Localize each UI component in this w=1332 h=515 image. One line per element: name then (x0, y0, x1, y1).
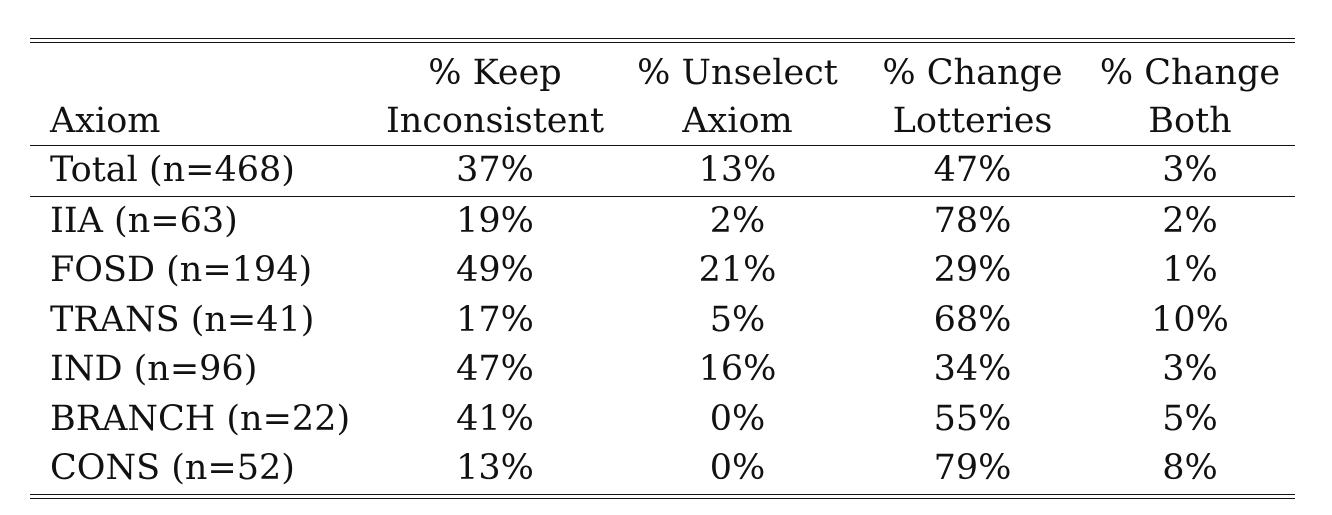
top-double-rule (30, 38, 1295, 43)
header-rule (30, 145, 1295, 146)
row-keep: 19% (456, 200, 534, 241)
row-axiom: IND (n=96) (50, 349, 258, 389)
total-row: Total (n=468) 37% 13% 47% 3% (30, 146, 1295, 196)
header-both-line1: % Change (1099, 53, 1281, 93)
row-unselect: 16% (698, 349, 777, 389)
row-axiom: CONS (n=52) (50, 448, 295, 488)
row-unselect: 0% (709, 398, 766, 439)
table-row: IIA (n=63) 19% 2% 78% 2% (30, 197, 1295, 247)
header-lotteries-line2: Lotteries (892, 101, 1053, 141)
row-axiom: FOSD (n=194) (50, 250, 313, 290)
row-both: 3% (1162, 349, 1218, 389)
header-keep-line1: % Keep (428, 53, 562, 93)
row-keep: 41% (456, 398, 534, 439)
bottom-double-rule (30, 493, 1295, 499)
row-both: 2% (1162, 200, 1218, 241)
total-axiom: Total (n=468) (50, 150, 295, 190)
total-lotteries: 47% (933, 150, 1012, 190)
total-keep: 37% (456, 150, 534, 190)
row-keep: 47% (456, 349, 534, 389)
row-keep: 17% (456, 299, 534, 340)
header-lotteries-line1: % Change (882, 53, 1063, 93)
row-both: 5% (1162, 398, 1218, 439)
total-both: 3% (1162, 150, 1218, 190)
row-unselect: 2% (709, 200, 766, 241)
table-row: CONS (n=52) 13% 0% 79% 8% (30, 444, 1295, 494)
row-keep: 49% (456, 250, 534, 290)
table-row: TRANS (n=41) 17% 5% 68% 10% (30, 296, 1295, 346)
table-row: IND (n=96) 47% 16% 34% 3% (30, 345, 1295, 395)
row-both: 10% (1151, 299, 1229, 340)
table-row: FOSD (n=194) 49% 21% 29% 1% (30, 246, 1295, 296)
header-row-1: % Keep % Unselect % Change % Change (30, 43, 1295, 97)
row-lotteries: 68% (933, 299, 1012, 340)
row-lotteries: 78% (933, 200, 1012, 241)
row-axiom: IIA (n=63) (50, 200, 238, 241)
row-axiom: TRANS (n=41) (50, 299, 315, 340)
row-lotteries: 55% (933, 398, 1012, 439)
header-both-line2: Both (1148, 101, 1232, 141)
row-unselect: 0% (709, 448, 766, 488)
row-both: 1% (1162, 250, 1218, 290)
total-rule (30, 195, 1295, 197)
row-lotteries: 29% (933, 250, 1012, 290)
row-axiom: BRANCH (n=22) (50, 398, 351, 439)
row-unselect: 21% (698, 250, 777, 290)
header-row-2: Axiom Inconsistent Axiom Lotteries Both (30, 97, 1295, 145)
row-unselect: 5% (709, 299, 766, 340)
row-keep: 13% (456, 448, 534, 488)
header-unselect-line1: % Unselect (637, 53, 838, 93)
header-axiom-top (30, 43, 375, 97)
header-keep-line2: Inconsistent (385, 101, 605, 141)
results-table: % Keep % Unselect % Change % Change Axio… (30, 38, 1295, 499)
header-unselect-line2: Axiom (682, 101, 793, 141)
total-unselect: 13% (698, 150, 777, 190)
table-row: BRANCH (n=22) 41% 0% 55% 5% (30, 395, 1295, 445)
axiom-table: % Keep % Unselect % Change % Change Axio… (30, 43, 1295, 145)
total-table: Total (n=468) 37% 13% 47% 3% (30, 146, 1295, 196)
row-both: 8% (1162, 448, 1218, 488)
header-axiom: Axiom (50, 101, 161, 141)
axiom-rows-table: IIA (n=63) 19% 2% 78% 2% FOSD (n=194) 49… (30, 197, 1295, 494)
row-lotteries: 79% (933, 448, 1012, 488)
row-lotteries: 34% (933, 349, 1012, 389)
